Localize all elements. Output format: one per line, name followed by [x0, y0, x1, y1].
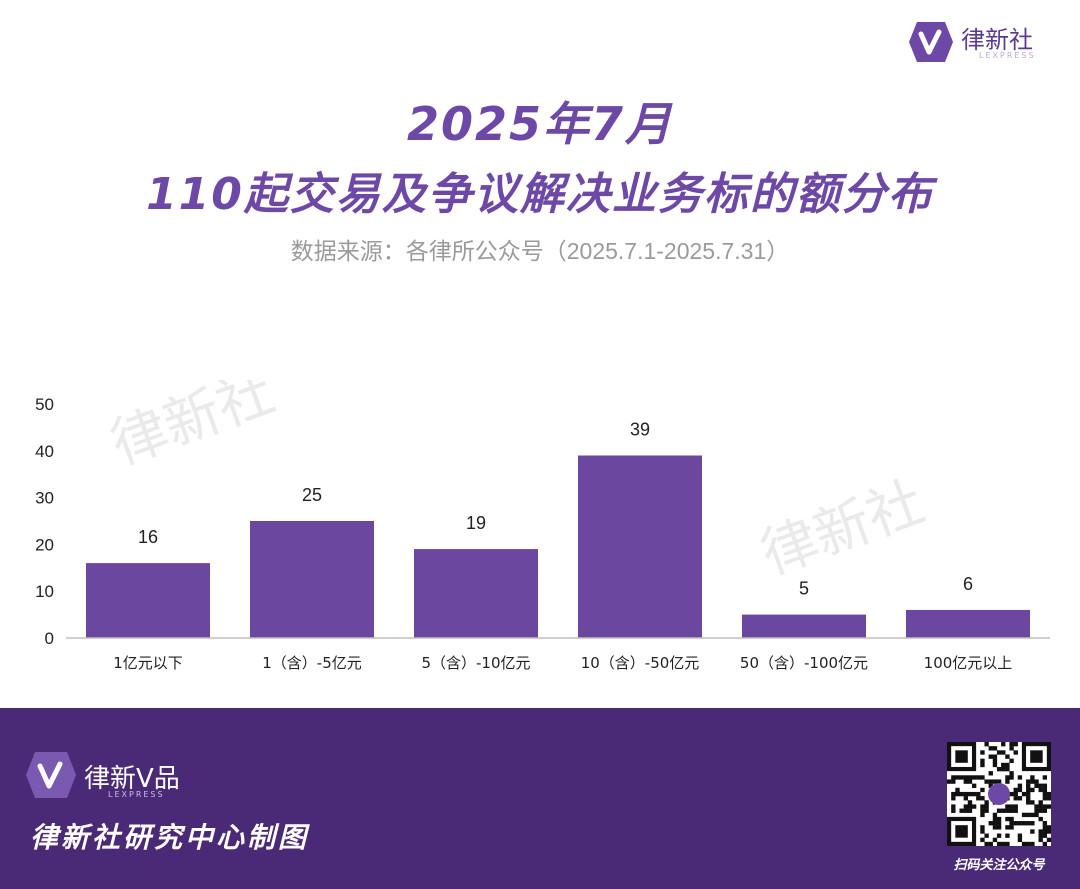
data-label: 19 [466, 513, 486, 533]
y-tick-label: 50 [35, 395, 54, 414]
data-label: 39 [630, 419, 650, 439]
x-axis: 1亿元以下 1（含）-5亿元 5（含）-10亿元 10（含）-50亿元 50（含）-10… [66, 637, 1050, 672]
data-label: 6 [963, 574, 973, 594]
x-tick-label: 1（含）-5亿元 [262, 654, 362, 672]
data-source-note: 数据来源：各律所公众号（2025.7.1-2025.7.31） [290, 238, 790, 264]
bar[interactable] [414, 549, 538, 638]
x-tick-label: 5（含）-10亿元 [421, 654, 530, 672]
bar[interactable] [578, 455, 702, 638]
x-tick-label: 1亿元以下 [113, 654, 183, 672]
y-tick-label: 10 [35, 582, 54, 601]
bar[interactable] [86, 563, 210, 638]
y-tick-label: 40 [35, 442, 54, 461]
chart-title-line-1: 2025年7月 [406, 97, 674, 151]
brand-subtitle: LEXPRESS [979, 51, 1036, 60]
data-label: 25 [302, 485, 322, 505]
y-tick-label: 0 [45, 629, 54, 648]
bar-series [86, 455, 1030, 638]
bar[interactable] [742, 614, 866, 638]
footer-logo-hexagon-icon [26, 752, 76, 798]
y-axis: 0 10 20 30 40 50 [35, 395, 54, 648]
watermark-text: 律新社 [753, 470, 933, 589]
footer-caption: 律新社研究中心制图 [30, 821, 310, 854]
footer-logo: 律新V品 LEXPRESS [22, 752, 242, 802]
watermark-text: 律新社 [103, 380, 283, 478]
x-tick-label: 10（含）-50亿元 [581, 654, 700, 672]
brand-logo: 律新社 LEXPRESS [905, 18, 1055, 62]
bar[interactable] [250, 521, 374, 638]
x-tick-label: 50（含）-100亿元 [740, 654, 868, 672]
logo-hexagon-icon [909, 22, 953, 62]
y-tick-label: 30 [35, 489, 54, 508]
qr-caption: 扫码关注公众号 [953, 858, 1045, 873]
x-tick-label: 100亿元以上 [924, 654, 1013, 672]
brand-name: 律新社 [961, 26, 1033, 54]
footer-brand-name: 律新V品 [84, 764, 180, 794]
bar[interactable] [906, 609, 1030, 638]
qr-code-icon[interactable] [947, 742, 1051, 846]
footer-band: 律新V品 LEXPRESS 律新社研究中心制图 扫码关注公众号 [0, 708, 1080, 889]
data-label: 16 [138, 527, 158, 547]
chart-title-line-2: 110起交易及争议解决业务标的额分布 [146, 169, 934, 220]
y-tick-label: 20 [35, 535, 54, 554]
data-labels: 16 25 19 39 5 6 [138, 419, 973, 598]
data-label: 5 [799, 579, 809, 599]
footer-brand-subtitle: LEXPRESS [108, 790, 165, 799]
